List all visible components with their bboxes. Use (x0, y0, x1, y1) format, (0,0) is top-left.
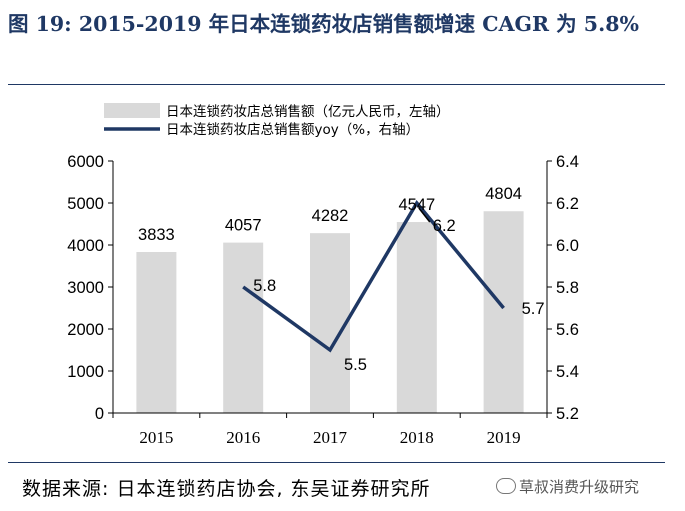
right-tick-label: 5.6 (556, 321, 579, 339)
right-tick-label: 5.2 (556, 405, 579, 423)
x-tick-label: 2018 (400, 428, 434, 447)
line-value-label: 5.7 (522, 300, 545, 318)
bar-value-label: 3833 (138, 226, 175, 244)
x-tick-label: 2019 (487, 428, 521, 447)
axes: 0 1000 2000 3000 4000 5000 6000 5.2 5.4 5.6 5.8 6.0… (67, 153, 579, 447)
legend-bar-swatch (104, 103, 160, 118)
x-tick-label: 2017 (313, 428, 348, 447)
x-tick-label: 2015 (139, 428, 173, 447)
right-tick-label: 6.4 (556, 153, 579, 171)
bar (396, 222, 437, 413)
left-tick-label: 2000 (67, 321, 104, 339)
bar (310, 233, 350, 413)
bar-value-label: 4804 (485, 185, 522, 203)
bar-value-label: 4547 (398, 196, 435, 214)
source-note: 数据来源: 日本连锁药店协会, 东吴证券研究所 (22, 478, 431, 500)
left-tick-label: 0 (95, 405, 104, 423)
left-tick-label: 6000 (67, 153, 104, 171)
watermark-text: 草叔消费升级研究 (519, 478, 640, 496)
line-value-label: 6.2 (433, 217, 456, 235)
bar (223, 242, 264, 413)
title-divider (8, 84, 665, 85)
label-leader (418, 207, 431, 223)
bar-value-label: 4282 (312, 207, 349, 225)
bar-series (136, 211, 524, 413)
footer-divider (8, 462, 665, 463)
line-value-label: 5.5 (344, 356, 367, 374)
bar-value-label: 4057 (225, 217, 262, 235)
right-tick-label: 6.0 (556, 237, 579, 255)
line-value-label: 5.8 (253, 277, 276, 295)
legend-bar-label: 日本连锁药妆店总销售额（亿元人民币，左轴） (166, 104, 450, 120)
chart: 日本连锁药妆店总销售额（亿元人民币，左轴） 日本连锁药妆店总销售额yoy（%，右轴… (67, 103, 579, 447)
yoy-line (242, 199, 505, 353)
legend-line-label: 日本连锁药妆店总销售额yoy（%，右轴） (166, 122, 419, 138)
left-tick-label: 3000 (67, 279, 104, 297)
wechat-icon (496, 478, 516, 494)
left-tick-label: 4000 (67, 237, 104, 255)
right-tick-label: 6.2 (556, 195, 579, 213)
page-title: 图 19: 2015-2019 年日本连锁药妆店销售额增速 CAGR 为 5.8… (8, 12, 639, 36)
left-tick-label: 5000 (67, 195, 104, 213)
bar (136, 252, 177, 413)
bar (483, 211, 524, 413)
line-series (242, 199, 505, 353)
left-tick-label: 1000 (67, 363, 104, 381)
x-tick-label: 2016 (226, 428, 260, 447)
data-labels: 3833 4057 4282 4547 4804 5.8 5.5 6.2 5.7 (138, 185, 544, 374)
watermark: 草叔消费升级研究 (496, 476, 639, 497)
right-tick-label: 5.8 (556, 279, 579, 297)
right-tick-label: 5.4 (556, 363, 579, 381)
legend: 日本连锁药妆店总销售额（亿元人民币，左轴） 日本连锁药妆店总销售额yoy（%，右轴… (104, 103, 450, 138)
